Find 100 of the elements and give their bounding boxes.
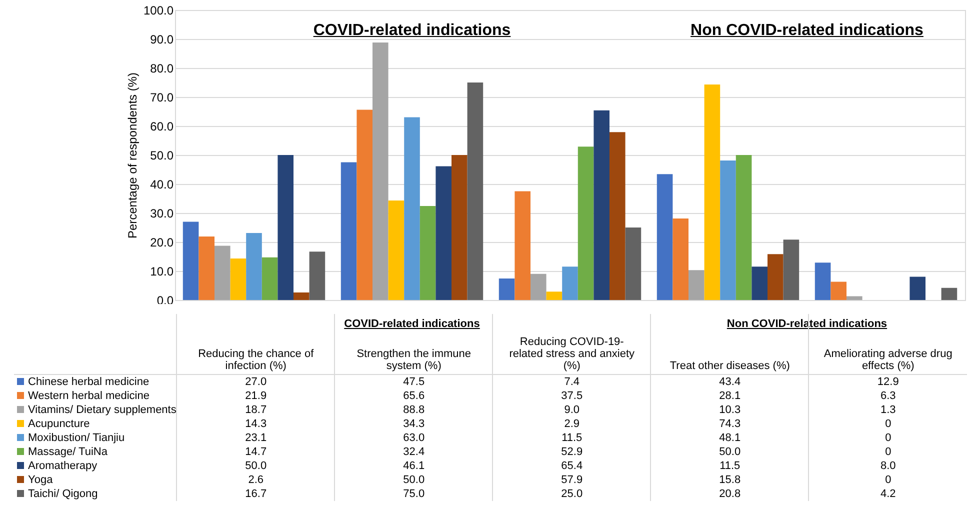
bar [704, 84, 720, 300]
legend-label: Vitamins/ Dietary supplements [27, 403, 177, 417]
annotation: Non COVID-related indications [690, 22, 924, 40]
bar [498, 278, 515, 300]
y-tick-label: 20.0 [150, 236, 174, 250]
data-label: 6.3 [808, 389, 967, 403]
bar [530, 274, 546, 300]
data-label: 18.7 [176, 403, 335, 417]
bar [736, 155, 752, 300]
data-label: 48.1 [650, 431, 809, 445]
bar [467, 82, 484, 300]
bar [278, 155, 294, 300]
data-label: 11.5 [492, 431, 651, 445]
bar [656, 174, 673, 300]
bar [594, 110, 610, 300]
bar [672, 218, 688, 300]
data-label: 50.0 [176, 459, 335, 473]
x-tick-label: Reducing the chance of infection (%) [176, 314, 335, 374]
bar [562, 266, 578, 300]
data-label: 50.0 [650, 445, 809, 459]
data-label: 65.6 [334, 389, 493, 403]
data-label: 12.9 [808, 374, 967, 389]
y-tick-label: 10.0 [150, 264, 174, 278]
data-label: 28.1 [650, 389, 809, 403]
legend-label: Aromatherapy [27, 459, 98, 473]
data-label: 47.5 [334, 374, 493, 389]
bar [436, 166, 452, 300]
data-label: 0 [808, 417, 967, 431]
data-label: 2.6 [176, 473, 335, 487]
data-label: 9.0 [492, 403, 651, 417]
data-label: 32.4 [334, 445, 493, 459]
bar [546, 292, 562, 300]
data-label: 2.9 [492, 417, 651, 431]
data-label: 11.5 [650, 459, 809, 473]
data-label: 88.8 [334, 403, 493, 417]
data-label: 27.0 [176, 374, 335, 389]
data-label: 16.7 [176, 487, 335, 501]
data-label: 57.9 [492, 473, 651, 487]
bar [309, 252, 326, 300]
bar [420, 206, 436, 300]
data-label: 4.2 [808, 487, 967, 501]
data-label: 50.0 [334, 473, 493, 487]
data-label: 0 [808, 445, 967, 459]
data-label: 15.8 [650, 473, 809, 487]
bar [578, 146, 594, 300]
bar [846, 296, 862, 300]
bar [214, 246, 230, 300]
annotation: COVID-related indications [312, 22, 512, 40]
text: Non COVID-related indications [726, 318, 888, 330]
data-label: 0 [808, 431, 967, 445]
bar [910, 276, 926, 300]
bar [783, 240, 800, 300]
bar [404, 117, 420, 300]
data-label: 52.9 [492, 445, 651, 459]
bar [752, 266, 768, 300]
bar [372, 42, 388, 300]
bar [610, 132, 626, 300]
data-label: 74.3 [650, 417, 809, 431]
y-tick-label: 30.0 [150, 206, 174, 220]
y-tick-label: 70.0 [150, 90, 174, 104]
x-tick-label: Treat other diseases (%) [670, 360, 790, 372]
y-tick-label: 60.0 [150, 120, 174, 134]
bar [230, 258, 246, 300]
bar [768, 254, 784, 300]
y-axis-title: Percentage of respondents (%) [125, 72, 140, 239]
data-label: 43.4 [650, 374, 809, 389]
y-tick-label: 90.0 [150, 32, 174, 46]
bar [340, 162, 357, 300]
data-label: 14.7 [176, 445, 335, 459]
data-label: 25.0 [492, 487, 651, 501]
y-tick-label: 100.0 [143, 4, 174, 18]
bar [941, 288, 958, 300]
data-label: 14.3 [176, 417, 335, 431]
legend-label: Taichi/ Qigong [27, 487, 99, 501]
bar [720, 160, 736, 300]
data-label: 75.0 [334, 487, 493, 501]
text: COVID-related indications [343, 318, 481, 330]
bar [814, 262, 831, 300]
bar [452, 155, 468, 300]
bar [356, 110, 372, 300]
bar [514, 191, 530, 300]
legend-label: Chinese herbal medicine [27, 375, 150, 389]
y-tick-label: 80.0 [150, 62, 174, 76]
data-label: 20.8 [650, 487, 809, 501]
legend-label: Acupuncture [27, 417, 91, 431]
x-tick-label: Reducing COVID-19-related stress and anxiety (%) [492, 314, 651, 374]
bar [625, 228, 642, 300]
data-label: 7.4 [492, 374, 651, 389]
data-label: 34.3 [334, 417, 493, 431]
x-tick-label: Ameliorating adverse drug effects (%) [824, 348, 952, 372]
y-tick-label: 40.0 [150, 178, 174, 192]
data-label: 46.1 [334, 459, 493, 473]
data-label: 23.1 [176, 431, 335, 445]
data-label: 1.3 [808, 403, 967, 417]
bar [294, 292, 310, 300]
bar [262, 257, 278, 300]
x-tick-label: Strengthen the immune system (%) [356, 348, 472, 372]
bar [182, 222, 199, 300]
bar [830, 282, 846, 300]
data-label: 10.3 [650, 403, 809, 417]
